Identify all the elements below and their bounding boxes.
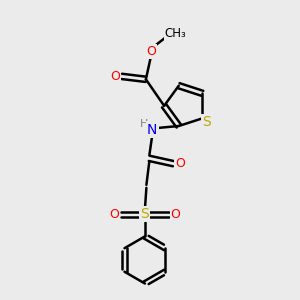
Text: CH₃: CH₃ (165, 27, 187, 40)
Text: H: H (140, 119, 148, 129)
Text: N: N (147, 122, 158, 136)
Text: O: O (110, 70, 120, 83)
Text: O: O (110, 208, 119, 221)
Text: O: O (175, 157, 185, 170)
Text: O: O (146, 45, 156, 58)
Text: S: S (140, 207, 149, 221)
Text: O: O (171, 208, 181, 221)
Text: S: S (202, 115, 211, 129)
